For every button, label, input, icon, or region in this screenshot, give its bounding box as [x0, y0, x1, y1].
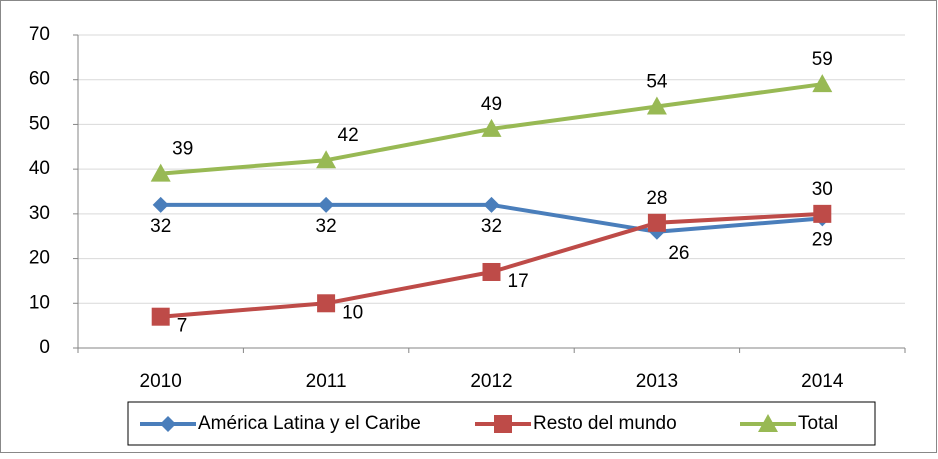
legend-marker [758, 414, 778, 432]
series-marker [151, 307, 170, 326]
legend-marker [494, 415, 512, 433]
series-marker [481, 118, 502, 137]
y-tick-label: 50 [29, 113, 50, 134]
x-tick-label: 2010 [140, 371, 182, 392]
y-tick-label: 60 [29, 69, 50, 90]
data-label: 7 [177, 316, 188, 337]
data-label: 17 [508, 271, 529, 292]
series-marker [646, 96, 667, 115]
data-label: 29 [812, 229, 833, 250]
series-marker [482, 262, 501, 281]
y-tick-label: 30 [29, 203, 50, 224]
data-label: 39 [172, 139, 193, 160]
data-label: 30 [812, 179, 833, 200]
x-tick-label: 2013 [636, 371, 678, 392]
legend-label: América Latina y el Caribe [198, 413, 421, 434]
y-tick-label: 40 [29, 158, 50, 179]
y-tick-label: 20 [29, 248, 50, 269]
legend-marker [160, 416, 176, 432]
data-label: 59 [812, 49, 833, 70]
legend-label: Resto del mundo [533, 413, 677, 434]
data-label: 28 [646, 188, 667, 209]
series-marker [483, 196, 500, 213]
data-label: 54 [646, 72, 668, 93]
data-label: 26 [668, 243, 689, 264]
data-label: 32 [150, 216, 171, 237]
x-tick-label: 2014 [801, 371, 844, 392]
legend-label: Total [798, 413, 838, 434]
data-label: 32 [316, 216, 337, 237]
x-tick-label: 2011 [306, 371, 347, 392]
series-marker [812, 74, 833, 93]
series-marker [150, 163, 171, 182]
series-marker [647, 213, 666, 232]
data-label: 49 [481, 94, 502, 115]
x-tick-label: 2012 [470, 371, 512, 392]
series-marker [813, 204, 832, 223]
y-tick-label: 70 [29, 24, 50, 45]
y-tick-label: 10 [29, 292, 50, 313]
data-label: 10 [342, 302, 363, 323]
data-label: 32 [481, 216, 502, 237]
y-tick-label: 0 [39, 337, 50, 358]
series-marker [318, 196, 335, 213]
data-label: 42 [338, 125, 359, 146]
series-marker [152, 196, 169, 213]
series-marker [317, 294, 336, 313]
series-marker [316, 150, 337, 169]
